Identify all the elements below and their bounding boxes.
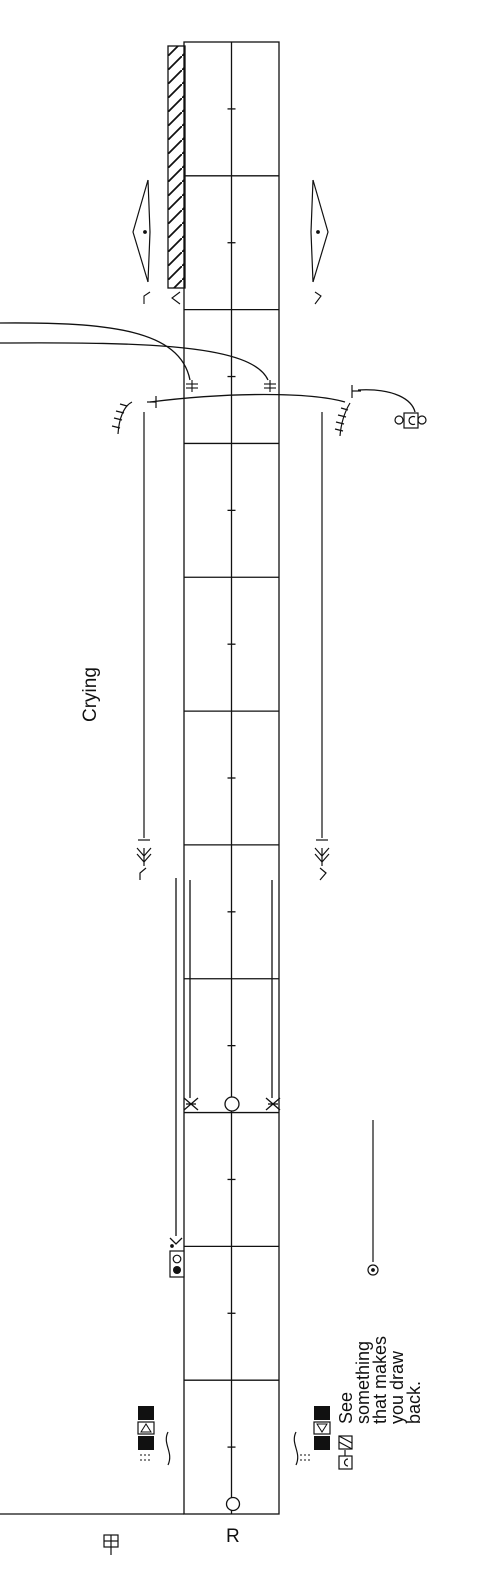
note-line-3: that makes	[370, 1336, 390, 1424]
start-sign	[103, 1534, 119, 1555]
note-line-2: something	[353, 1341, 373, 1424]
object-prop-symbol	[394, 412, 427, 429]
left-direction-symbol	[132, 179, 181, 305]
hand-contact-left	[111, 396, 157, 435]
focus-sign	[169, 1250, 185, 1278]
start-circle	[225, 1496, 241, 1512]
crying-label: Crying	[80, 667, 101, 722]
start-marker-label: R	[226, 1526, 240, 1547]
right-sustain-line	[314, 412, 330, 881]
note-line-5: back.	[404, 1381, 424, 1424]
note-line-4: you draw	[387, 1350, 407, 1424]
bar-lines	[184, 175, 279, 1381]
left-level-sign	[137, 1406, 171, 1466]
left-sustain-line	[136, 412, 152, 880]
instruction-note: See something that makes you draw back.	[336, 1336, 424, 1424]
prop-reference-sign	[338, 1435, 353, 1470]
hand-contact-right	[334, 385, 361, 437]
beat-ticks	[227, 108, 236, 1448]
hold-circle	[224, 1096, 240, 1112]
right-direction-symbol	[310, 179, 329, 305]
hatched-column	[167, 45, 186, 289]
right-level-sign	[293, 1406, 331, 1466]
release-lines	[169, 878, 281, 1248]
staff	[183, 41, 280, 1515]
note-line-1: See	[336, 1392, 356, 1424]
cue-indicator	[367, 1120, 379, 1276]
arm-gesture-curves	[0, 322, 416, 413]
